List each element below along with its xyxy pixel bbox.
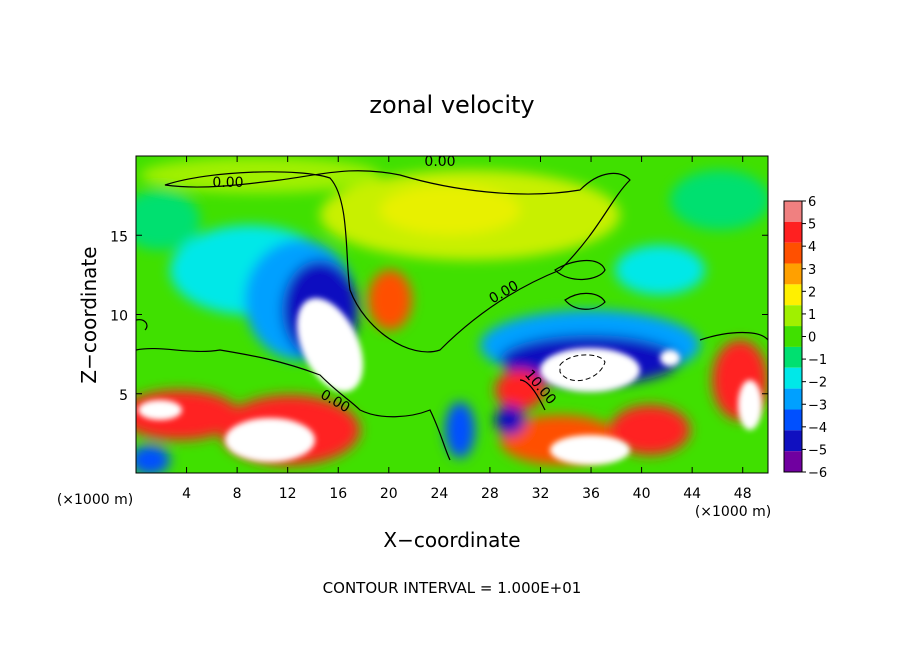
y-axis: 5 10 15 bbox=[110, 229, 768, 404]
colorbar-tick-label: 0 bbox=[808, 331, 816, 346]
colorbar-tick-label: 5 bbox=[808, 218, 816, 233]
chart-title: zonal velocity bbox=[369, 91, 534, 119]
colorbar-swatch bbox=[784, 430, 802, 452]
colorbar-tick-label: −4 bbox=[808, 421, 827, 436]
x-tick-label: 12 bbox=[279, 486, 297, 502]
x-tick-label: 16 bbox=[329, 486, 347, 502]
y-tick-label: 5 bbox=[119, 388, 128, 404]
x-tick-label: 20 bbox=[380, 486, 398, 502]
colorbar-swatch bbox=[784, 451, 802, 472]
colorbar-tick-label: 2 bbox=[808, 285, 816, 300]
colorbar-tick-label: −1 bbox=[808, 353, 827, 368]
colorbar-tick-label: −6 bbox=[808, 466, 827, 481]
colorbar-swatch bbox=[784, 221, 802, 243]
x-axis-unit-right: (×1000 m) bbox=[695, 504, 771, 520]
colorbar-tick-label: −5 bbox=[808, 443, 827, 458]
x-tick-label: 32 bbox=[532, 486, 550, 502]
colorbar-swatch bbox=[784, 201, 802, 222]
colorbar-tick-label: 3 bbox=[808, 263, 816, 278]
colorbar-swatch bbox=[784, 242, 802, 264]
colorbar: 6 5 4 3 2 1 0 −1 −2 −3 −4 −5 −6 bbox=[783, 195, 827, 481]
colorbar-swatch bbox=[784, 409, 802, 431]
colorbar-tick-label: −2 bbox=[808, 376, 827, 391]
x-tick-label: 40 bbox=[633, 486, 651, 502]
colorbar-tick-label: −3 bbox=[808, 398, 827, 413]
colorbar-swatch bbox=[784, 367, 802, 389]
x-tick-label: 8 bbox=[233, 486, 242, 502]
colorbar-tick-label: 1 bbox=[808, 308, 816, 323]
x-axis-label: X−coordinate bbox=[383, 528, 520, 552]
y-axis-label: Z−coordinate bbox=[77, 246, 101, 383]
x-tick-label: 4 bbox=[182, 486, 191, 502]
colorbar-swatch bbox=[784, 388, 802, 410]
colorbar-tick-label: 4 bbox=[808, 240, 816, 255]
colorbar-swatch bbox=[784, 326, 802, 347]
colorbar-tick-label: 6 bbox=[808, 195, 816, 210]
y-tick-label: 15 bbox=[110, 229, 128, 245]
colorbar-swatch bbox=[784, 346, 802, 368]
colorbar-swatch bbox=[784, 263, 802, 285]
colorbar-swatch bbox=[784, 305, 802, 327]
colorbar-swatch bbox=[784, 284, 802, 306]
x-axis-unit-left: (×1000 m) bbox=[57, 492, 133, 508]
x-axis: 4 8 12 16 20 24 28 32 36 40 44 48 bbox=[182, 156, 752, 502]
x-tick-label: 28 bbox=[481, 486, 499, 502]
contour-label: 0.00 bbox=[212, 175, 243, 191]
x-tick-label: 36 bbox=[582, 486, 600, 502]
contour-interval-text: CONTOUR INTERVAL = 1.000E+01 bbox=[323, 579, 582, 597]
contour-label: 0.00 bbox=[424, 154, 455, 170]
y-tick-label: 10 bbox=[110, 309, 128, 325]
x-tick-label: 44 bbox=[683, 486, 701, 502]
velocity-field bbox=[136, 156, 768, 473]
x-tick-label: 48 bbox=[734, 486, 752, 502]
x-tick-label: 24 bbox=[430, 486, 448, 502]
